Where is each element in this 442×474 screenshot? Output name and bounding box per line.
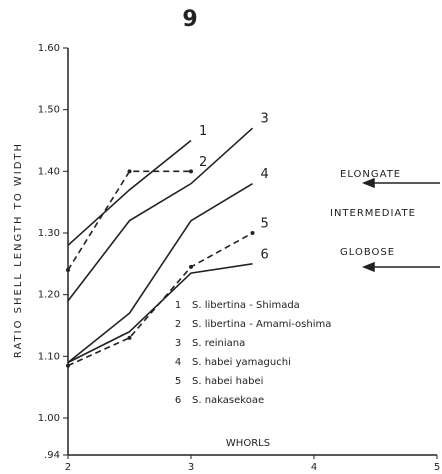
legend-name: S. habei yamaguchi	[192, 357, 291, 368]
annotation: INTERMEDIATE	[330, 208, 416, 219]
legend-name: S. libertina - Shimada	[192, 300, 300, 311]
series-end-label: 1	[199, 124, 207, 139]
point	[66, 268, 70, 272]
y-axis-label: RATIO SHELL LENGTH TO WIDTH	[13, 142, 24, 358]
y-tick-label: .94	[44, 450, 60, 461]
legend-name: S. habei habei	[192, 376, 263, 387]
y-tick-label: 1.20	[38, 290, 60, 301]
legend-number: 4	[175, 357, 181, 368]
series-line	[67, 139, 192, 246]
point	[189, 264, 193, 269]
series-line	[67, 127, 254, 302]
series-end-label: 5	[261, 217, 269, 232]
series-line	[67, 182, 253, 364]
point	[66, 363, 70, 368]
legend-number: 6	[175, 395, 181, 406]
legend-name: S. reiniana	[192, 338, 245, 349]
legend-number: 5	[175, 376, 181, 387]
x-tick-label: 4	[311, 462, 317, 473]
x-tick-label: 3	[188, 462, 194, 473]
series-line	[67, 263, 253, 364]
point	[250, 231, 255, 235]
y-tick-label: 1.60	[38, 43, 60, 54]
series-end-label: 6	[261, 247, 269, 262]
legend-name: S. nakasekoae	[192, 395, 264, 406]
series-end-label: 3	[261, 112, 269, 127]
legend-number: 2	[175, 319, 181, 330]
legend-name: S. libertina - Amami-oshima	[192, 319, 331, 330]
series-end-label: 2	[199, 155, 207, 170]
annotation: GLOBOSE	[340, 247, 395, 258]
annotation: ELONGATE	[340, 169, 401, 180]
x-tick-label: 2	[65, 462, 71, 473]
y-tick-label: 1.30	[38, 228, 60, 239]
y-tick-label: 1.40	[38, 166, 60, 177]
point	[127, 169, 132, 174]
y-tick-label: 1.10	[38, 351, 60, 362]
arrows	[361, 177, 440, 273]
point	[127, 335, 132, 340]
y-tick-label: 1.50	[38, 105, 60, 116]
chart-title: 9	[182, 7, 197, 32]
x-axis-label: WHORLS	[226, 438, 270, 449]
x-tick-label: 5	[434, 462, 440, 473]
point	[189, 169, 193, 174]
legend-number: 1	[175, 300, 181, 311]
y-tick-label: 1.00	[38, 413, 60, 424]
legend-number: 3	[175, 338, 181, 349]
series-end-label: 4	[261, 167, 269, 182]
